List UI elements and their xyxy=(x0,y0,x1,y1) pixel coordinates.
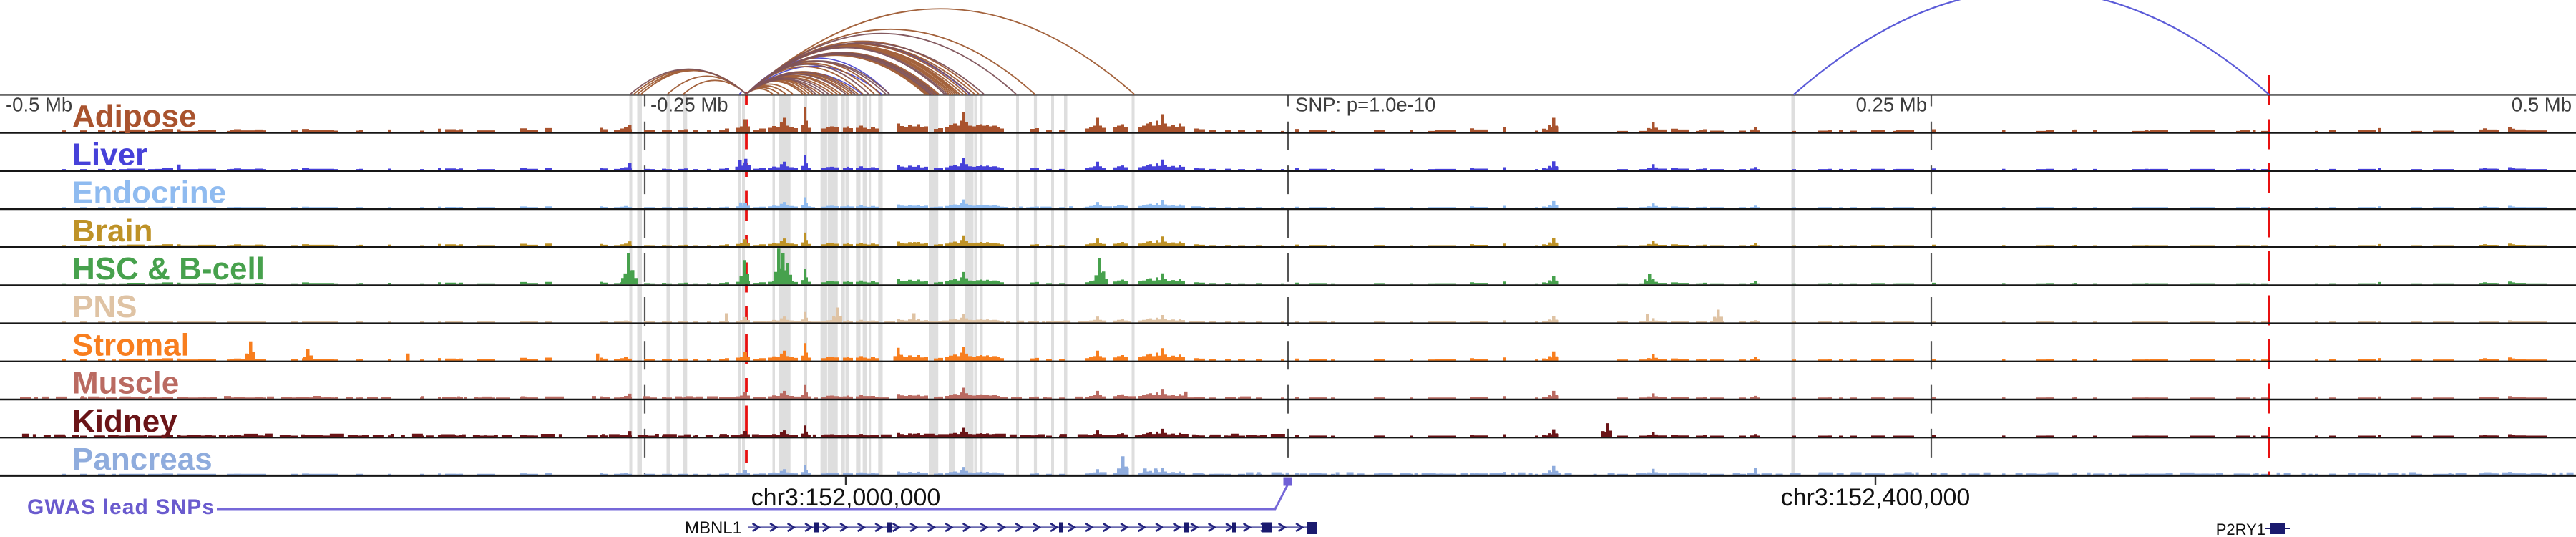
svg-text:-0.25 Mb: -0.25 Mb xyxy=(650,94,728,116)
svg-text:HSC & B-cell: HSC & B-cell xyxy=(72,251,265,286)
svg-text:-0.5 Mb: -0.5 Mb xyxy=(6,94,72,116)
svg-text:Stromal: Stromal xyxy=(72,327,190,362)
svg-text:GWAS lead SNPs: GWAS lead SNPs xyxy=(27,495,215,519)
svg-text:chr3:152,000,000: chr3:152,000,000 xyxy=(751,484,941,511)
svg-text:MBNL1: MBNL1 xyxy=(685,518,742,537)
svg-text:P2RY1: P2RY1 xyxy=(2216,521,2265,537)
svg-text:Brain: Brain xyxy=(72,213,152,248)
svg-text:Muscle: Muscle xyxy=(72,366,179,401)
svg-text:Adipose: Adipose xyxy=(72,99,197,134)
svg-text:chr3:152,400,000: chr3:152,400,000 xyxy=(1781,484,1971,511)
svg-text:Pancreas: Pancreas xyxy=(72,442,213,477)
svg-text:PNS: PNS xyxy=(72,289,137,324)
svg-text:0.5 Mb: 0.5 Mb xyxy=(2512,94,2572,116)
svg-text:SNP: p=1.0e-10: SNP: p=1.0e-10 xyxy=(1295,94,1435,116)
svg-text:Liver: Liver xyxy=(72,137,147,172)
svg-text:Kidney: Kidney xyxy=(72,404,177,439)
svg-text:Endocrine: Endocrine xyxy=(72,175,226,211)
svg-text:0.25 Mb: 0.25 Mb xyxy=(1856,94,1927,116)
